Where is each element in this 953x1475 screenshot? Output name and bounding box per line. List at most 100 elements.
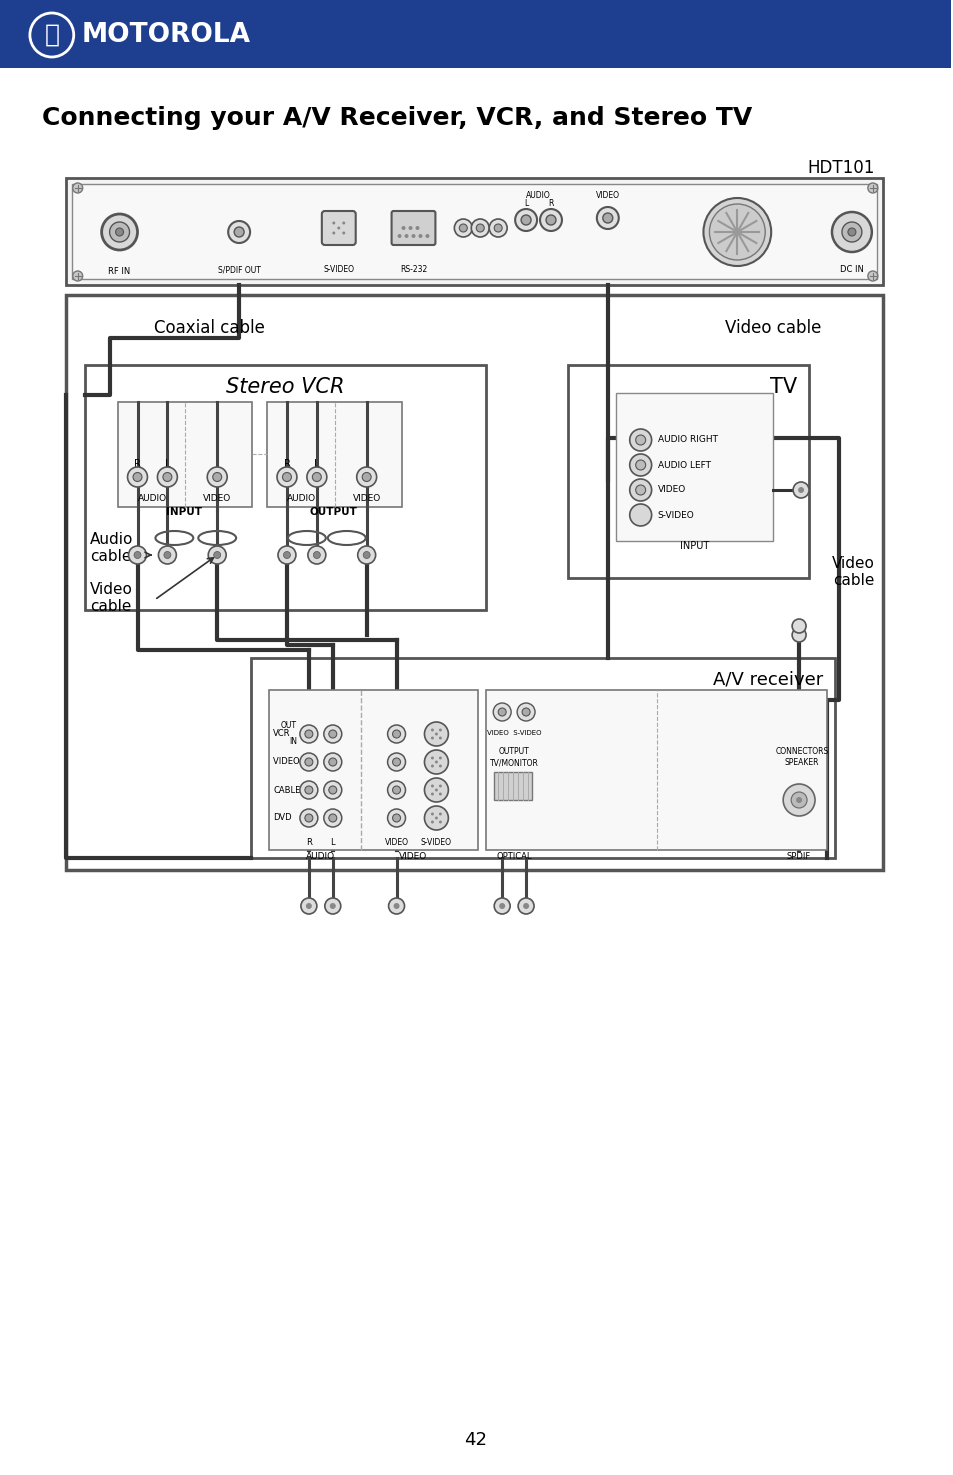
Text: RS-232: RS-232 — [399, 266, 427, 274]
Circle shape — [635, 435, 645, 445]
Circle shape — [387, 808, 405, 827]
Circle shape — [299, 726, 317, 743]
Circle shape — [791, 628, 805, 642]
Circle shape — [282, 472, 291, 481]
Text: S-VIDEO: S-VIDEO — [323, 266, 354, 274]
Circle shape — [299, 754, 317, 771]
Circle shape — [128, 468, 148, 487]
Text: AUDIO LEFT: AUDIO LEFT — [657, 460, 710, 469]
Circle shape — [356, 468, 376, 487]
Circle shape — [133, 552, 141, 559]
Circle shape — [110, 223, 130, 242]
Circle shape — [306, 903, 312, 909]
Text: Video cable: Video cable — [724, 319, 821, 336]
Circle shape — [283, 552, 290, 559]
Circle shape — [602, 212, 612, 223]
Circle shape — [305, 758, 313, 766]
Circle shape — [431, 757, 434, 760]
Circle shape — [72, 271, 83, 282]
Circle shape — [115, 229, 124, 236]
Circle shape — [431, 792, 434, 795]
Text: HDT101: HDT101 — [806, 159, 874, 177]
Circle shape — [545, 215, 556, 226]
Text: VIDEO: VIDEO — [596, 190, 619, 199]
Circle shape — [393, 730, 400, 738]
Bar — [0, 0, 949, 68]
Text: AUDIO: AUDIO — [138, 494, 167, 503]
Circle shape — [629, 479, 651, 502]
Bar — [267, 403, 401, 507]
Text: IN: IN — [289, 738, 296, 746]
Circle shape — [307, 468, 327, 487]
Circle shape — [424, 721, 448, 746]
Circle shape — [431, 813, 434, 816]
Bar — [85, 364, 486, 611]
Circle shape — [425, 235, 429, 237]
Text: Video
cable: Video cable — [90, 581, 132, 614]
Text: S/PDIF OUT: S/PDIF OUT — [217, 266, 260, 274]
Circle shape — [102, 214, 137, 249]
Text: Coaxial cable: Coaxial cable — [153, 319, 264, 336]
Circle shape — [798, 487, 803, 493]
Circle shape — [497, 708, 506, 715]
Text: S-VIDEO: S-VIDEO — [420, 838, 452, 847]
Text: OUTPUT: OUTPUT — [310, 507, 357, 518]
Circle shape — [435, 789, 437, 792]
Text: DC IN: DC IN — [839, 266, 862, 274]
Circle shape — [438, 785, 441, 788]
Circle shape — [213, 472, 221, 481]
Text: AUDIO: AUDIO — [306, 853, 335, 861]
Circle shape — [438, 820, 441, 823]
Circle shape — [847, 229, 855, 236]
Circle shape — [629, 429, 651, 451]
Circle shape — [408, 226, 412, 230]
Circle shape — [521, 708, 530, 715]
Text: MOTOROLA: MOTOROLA — [82, 22, 251, 49]
Circle shape — [362, 472, 371, 481]
Circle shape — [342, 221, 345, 224]
Circle shape — [791, 620, 805, 633]
Circle shape — [424, 777, 448, 802]
Circle shape — [522, 903, 529, 909]
Circle shape — [782, 785, 814, 816]
Text: TV/MONITOR: TV/MONITOR — [489, 758, 538, 767]
Circle shape — [308, 546, 326, 563]
Circle shape — [332, 221, 335, 224]
Circle shape — [157, 468, 177, 487]
Circle shape — [324, 898, 340, 914]
Text: L: L — [523, 199, 528, 208]
Circle shape — [387, 726, 405, 743]
Text: AUDIO: AUDIO — [525, 190, 550, 199]
Circle shape — [635, 485, 645, 496]
Circle shape — [709, 204, 764, 260]
Bar — [66, 295, 882, 870]
Circle shape — [435, 733, 437, 736]
Text: TV: TV — [769, 378, 797, 397]
Text: Audio
cable: Audio cable — [90, 532, 132, 565]
Circle shape — [867, 271, 877, 282]
Circle shape — [342, 232, 345, 235]
Circle shape — [831, 212, 871, 252]
Text: INPUT: INPUT — [679, 541, 708, 552]
Text: R: R — [283, 459, 290, 469]
Circle shape — [489, 218, 507, 237]
Circle shape — [438, 757, 441, 760]
Circle shape — [517, 704, 535, 721]
Circle shape — [332, 232, 335, 235]
Circle shape — [416, 226, 419, 230]
Text: L: L — [165, 459, 170, 469]
Text: L: L — [314, 459, 319, 469]
Circle shape — [72, 183, 83, 193]
Circle shape — [305, 730, 313, 738]
Circle shape — [394, 903, 399, 909]
Bar — [117, 403, 252, 507]
Circle shape — [299, 808, 317, 827]
Text: SPEAKER: SPEAKER — [784, 758, 819, 767]
Circle shape — [431, 820, 434, 823]
Bar — [71, 184, 876, 279]
Circle shape — [163, 472, 172, 481]
Circle shape — [629, 454, 651, 476]
Circle shape — [132, 472, 142, 481]
Bar — [486, 690, 826, 850]
Circle shape — [207, 468, 227, 487]
